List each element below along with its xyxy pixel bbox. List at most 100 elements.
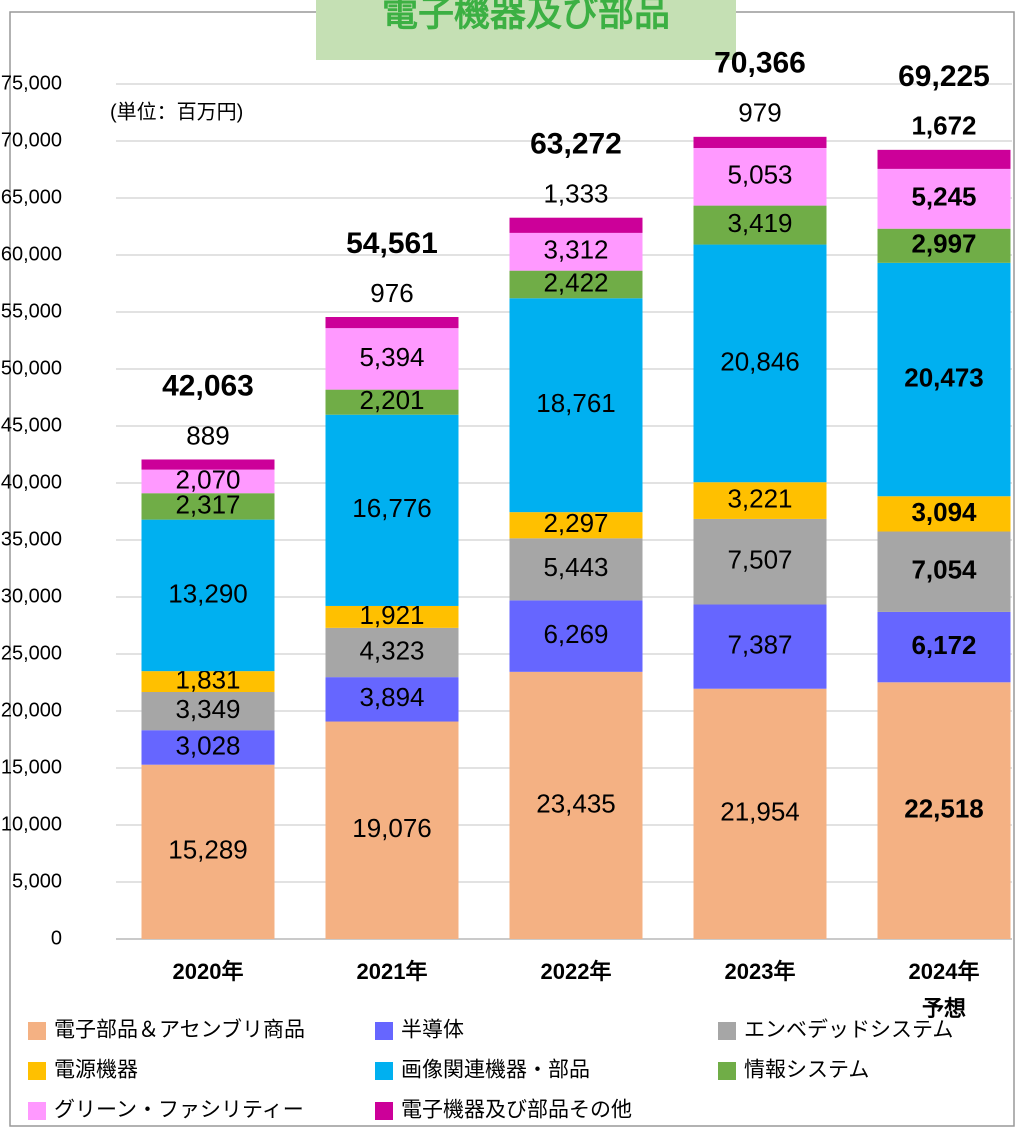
value-label: 21,954 [720, 797, 800, 827]
value-label: 5,443 [543, 552, 608, 582]
total-label: 54,561 [346, 227, 438, 260]
x-tick-line: 2021年 [357, 959, 428, 984]
bar-segment [141, 493, 275, 520]
bar-segment [877, 496, 1011, 532]
value-label: 6,269 [543, 619, 608, 649]
bar-segment [141, 671, 275, 693]
bar-segment [693, 604, 827, 689]
bar-segment [141, 519, 275, 672]
bar-segment [877, 262, 1011, 497]
bar-segment [877, 168, 1011, 229]
value-label: 6,172 [911, 630, 976, 660]
value-label: 19,076 [352, 813, 432, 843]
bar-segment [693, 688, 827, 939]
y-tick-label: 0 [51, 927, 62, 949]
legend-label: 画像関連機器・部品 [401, 1059, 590, 1082]
x-tick-label: 2022年 [541, 959, 612, 984]
value-label: 3,312 [543, 235, 608, 265]
value-label: 2,201 [359, 385, 424, 415]
bar-segment [325, 317, 459, 329]
value-label: 18,761 [536, 388, 616, 418]
value-label: 979 [738, 98, 781, 128]
bar-segment [325, 605, 459, 628]
bar-segment [509, 270, 643, 299]
y-tick-label: 5,000 [12, 870, 62, 892]
value-label: 3,028 [175, 730, 240, 760]
bar-segment [141, 764, 275, 939]
x-tick-line: 2020年 [173, 959, 244, 984]
bar-segment [141, 730, 275, 765]
y-tick-label: 20,000 [1, 699, 62, 721]
y-tick-label: 40,000 [1, 471, 62, 493]
bar-segment [509, 217, 643, 233]
value-label: 3,221 [727, 483, 792, 513]
unit-note: (単位：百万円) [110, 100, 243, 123]
total-label: 70,366 [714, 47, 806, 80]
bar-segment [509, 512, 643, 539]
bar-segment [509, 538, 643, 601]
value-label: 23,435 [536, 788, 616, 818]
bar-segment [325, 414, 459, 606]
value-label: 15,289 [168, 835, 248, 865]
bar-segment [693, 136, 827, 148]
value-label: 7,054 [911, 555, 977, 585]
legend-swatch [375, 1062, 393, 1080]
bar-segment [509, 600, 643, 672]
bar-segment [877, 228, 1011, 263]
bar-segment [325, 389, 459, 415]
bar-segment [877, 682, 1011, 939]
bar-segment [509, 298, 643, 513]
y-tick-label: 50,000 [1, 357, 62, 379]
value-label: 13,290 [168, 578, 248, 608]
y-tick-label: 45,000 [1, 414, 62, 436]
legend-swatch [718, 1022, 736, 1040]
bar-segment [325, 328, 459, 390]
value-label: 22,518 [904, 794, 984, 824]
bar-segment [877, 531, 1011, 612]
legend-label: 電源機器 [54, 1059, 138, 1082]
legend-label: 情報システム [744, 1059, 869, 1082]
value-label: 2,317 [175, 489, 240, 519]
y-tick-label: 70,000 [1, 129, 62, 151]
x-tick-label: 2021年 [357, 959, 428, 984]
bar-segment [877, 149, 1011, 169]
y-tick-label: 35,000 [1, 528, 62, 550]
legend-swatch [28, 1102, 46, 1120]
bar-segment [509, 671, 643, 939]
legend-swatch [375, 1022, 393, 1040]
legend-label: 電子機器及び部品その他 [401, 1099, 632, 1122]
value-label: 976 [370, 278, 413, 308]
bar-segment [693, 205, 827, 245]
legend-label: 電子部品＆アセンブリ商品 [54, 1019, 305, 1042]
bar-segment [509, 232, 643, 271]
value-label: 16,776 [352, 493, 432, 523]
value-label: 4,323 [359, 635, 424, 665]
value-label: 3,349 [175, 694, 240, 724]
bar-segment [325, 677, 459, 722]
x-tick-line: 予想 [922, 996, 966, 1021]
legend-swatch [28, 1062, 46, 1080]
x-tick-label: 2020年 [173, 959, 244, 984]
bar-segment [141, 469, 275, 494]
value-label: 1,333 [543, 179, 608, 209]
value-label: 5,394 [359, 342, 424, 372]
value-label: 3,094 [911, 497, 977, 527]
bar-segment [693, 518, 827, 605]
value-label: 5,245 [911, 182, 976, 212]
y-tick-label: 15,000 [1, 756, 62, 778]
bar-segment [141, 692, 275, 731]
value-label: 889 [186, 420, 229, 450]
x-tick-label: 2023年 [725, 959, 796, 984]
y-tick-label: 25,000 [1, 642, 62, 664]
total-label: 42,063 [162, 369, 254, 402]
legend-swatch [28, 1022, 46, 1040]
value-label: 3,419 [727, 208, 792, 238]
value-label: 5,053 [727, 160, 792, 190]
value-label: 7,387 [727, 629, 792, 659]
value-label: 20,473 [904, 362, 984, 392]
value-label: 1,672 [911, 111, 976, 141]
bar-segment [693, 244, 827, 483]
total-label: 69,225 [898, 60, 990, 93]
value-label: 2,422 [543, 267, 608, 297]
